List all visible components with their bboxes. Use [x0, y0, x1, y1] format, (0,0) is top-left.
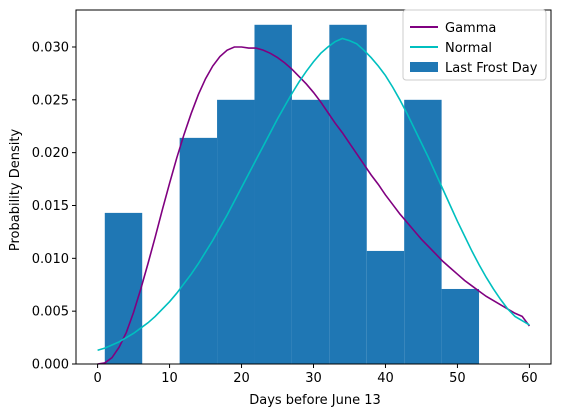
histogram-bar	[404, 99, 442, 364]
histogram-bar	[217, 99, 255, 364]
legend-histogram-label: Last Frost Day	[445, 61, 538, 76]
y-tick-label: 0.025	[32, 93, 69, 108]
y-tick-label: 0.000	[32, 358, 69, 373]
y-axis-label: Probability Density	[8, 129, 23, 252]
histogram-bars	[104, 24, 480, 364]
histogram-bar	[366, 250, 405, 364]
y-tick-label: 0.020	[32, 146, 69, 161]
y-tick-label: 0.030	[32, 40, 69, 55]
x-tick-label: 60	[521, 371, 538, 386]
x-tick-label: 20	[233, 371, 250, 386]
normal-curve	[97, 37, 530, 352]
x-tick-label: 50	[449, 371, 466, 386]
y-tick-label: 0.010	[32, 252, 69, 267]
x-tick-label: 0	[93, 371, 101, 386]
legend-normal-label: Normal	[445, 41, 492, 56]
legend-box	[402, 9, 547, 81]
histogram-bar	[179, 137, 218, 364]
histogram-bar	[291, 99, 330, 364]
y-tick-label: 0.005	[32, 305, 69, 320]
histogram-bar	[329, 24, 367, 364]
x-tick-label: 40	[377, 371, 394, 386]
histogram-bar	[104, 212, 143, 364]
legend-gamma-label: Gamma	[445, 21, 496, 36]
histogram-bar	[254, 24, 292, 364]
gamma-curve	[97, 46, 531, 365]
x-tick-label: 10	[161, 371, 178, 386]
fit-curves	[97, 37, 531, 365]
ticks: 0 10 20 30 40 50 60 0.000 0.005 0.010 0.015 0.020 0.…	[32, 40, 538, 386]
legend: Gamma Normal Last Frost Day	[402, 9, 547, 81]
x-axis-label: Days before June 13	[249, 393, 381, 408]
histogram-bar	[441, 288, 480, 364]
y-tick-label: 0.015	[32, 199, 69, 214]
x-tick-label: 30	[305, 371, 322, 386]
legend-histogram-swatch	[410, 62, 438, 72]
